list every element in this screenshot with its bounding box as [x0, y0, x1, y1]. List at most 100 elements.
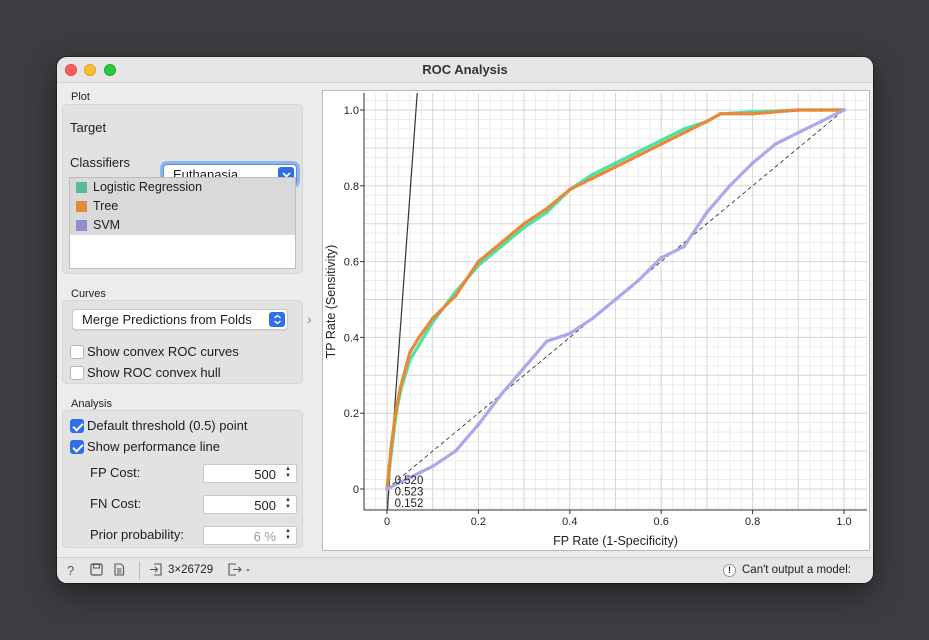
series-point-1: [387, 464, 392, 469]
series-point-1: [590, 176, 595, 181]
series-point-2: [659, 256, 663, 260]
output-value: -: [246, 564, 250, 576]
series-point-2: [819, 119, 823, 124]
warning-text: Can't output a model:: [742, 564, 851, 576]
series-point-2: [796, 130, 801, 135]
series-point-2: [545, 339, 549, 343]
series-point-1: [750, 111, 755, 116]
y-tick-label: 0.4: [344, 332, 359, 344]
list-item[interactable]: Logistic Regression: [70, 178, 295, 197]
x-tick-label: 1.0: [836, 516, 851, 528]
series-point-2: [499, 392, 504, 397]
series-point-0: [636, 149, 641, 154]
roc-analysis-window: ROC Analysis Plot Target Euthanasia Clas…: [57, 57, 873, 583]
series-point-0: [590, 172, 595, 177]
series-point-2: [682, 244, 686, 249]
fn-cost-spinbox[interactable]: 500 ▲ ▼: [203, 495, 297, 514]
y-tick-label: 0: [353, 484, 359, 496]
merge-folds-select[interactable]: Merge Predictions from Folds: [72, 309, 288, 330]
classifier-name: SVM: [93, 218, 121, 232]
save-icon[interactable]: [90, 563, 103, 579]
stepper-arrows-icon[interactable]: ▲ ▼: [285, 528, 291, 541]
report-icon[interactable]: [113, 563, 125, 579]
series-point-1: [408, 350, 412, 355]
series-point-2: [408, 475, 412, 480]
y-tick-label: 1.0: [344, 105, 359, 117]
minimize-window-button[interactable]: [84, 64, 96, 76]
classifier-name: Tree: [93, 199, 119, 213]
series-point-2: [385, 487, 389, 491]
show-convex-curves-label: Show convex ROC curves: [87, 344, 239, 359]
input-icon: [149, 563, 163, 579]
merge-folds-value: Merge Predictions from Folds: [82, 312, 252, 327]
series-point-1: [430, 316, 435, 321]
threshold-label: 0.520: [395, 475, 424, 487]
series-point-2: [636, 278, 641, 283]
classifier-name: Logistic Regression: [93, 180, 203, 194]
y-tick-label: 0.8: [344, 181, 359, 193]
series-point-1: [499, 240, 504, 245]
series-point-1: [659, 142, 663, 146]
series-point-2: [430, 464, 435, 469]
roc-chart[interactable]: 0 0.2 0.4 0.6 0.8 1.000.20.40.60.81.0 0.5200.…: [323, 91, 869, 550]
title-bar: ROC Analysis: [57, 57, 873, 83]
threshold-label: 0.523: [395, 487, 424, 499]
threshold-label: 0.152: [395, 498, 424, 510]
color-swatch: [76, 201, 87, 212]
y-axis-label: TP Rate (Sensitivity): [324, 245, 338, 359]
analysis-group: Default threshold (0.5) point Show perfo…: [62, 410, 303, 548]
series-point-2: [453, 449, 458, 453]
close-window-button[interactable]: [65, 64, 77, 76]
show-convex-curves-checkbox[interactable]: [70, 345, 84, 359]
warning-icon: !: [723, 564, 736, 577]
show-convex-hull-checkbox[interactable]: [70, 366, 84, 380]
target-label: Target: [70, 120, 107, 135]
prior-probability-spinbox[interactable]: 6 % ▲ ▼: [203, 526, 297, 545]
stepper-arrows-icon[interactable]: ▲ ▼: [285, 497, 291, 510]
plot-group: Target Euthanasia Classifiers Logistic R…: [62, 104, 303, 274]
chevron-right-icon[interactable]: ›: [307, 311, 312, 327]
series-point-0: [522, 225, 526, 230]
series-point-2: [522, 365, 526, 370]
show-perf-line-checkbox[interactable]: [70, 440, 84, 454]
series-point-1: [417, 335, 421, 340]
series-point-1: [398, 384, 403, 389]
output-icon: [228, 563, 242, 579]
series-point-1: [796, 108, 801, 112]
stepper-arrows-icon[interactable]: ▲ ▼: [285, 466, 291, 479]
fp-cost-spinbox[interactable]: 500 ▲ ▼: [203, 464, 297, 483]
y-tick-label: 0.6: [344, 257, 359, 269]
fn-cost-value: 500: [254, 498, 276, 513]
prior-probability-label: Prior probability:: [90, 527, 184, 542]
series-point-1: [682, 130, 686, 135]
roc-plot-area[interactable]: 0 0.2 0.4 0.6 0.8 1.0 0 0.2 0.4 0.6 0.8 1.0 0.520 0.…: [322, 90, 870, 551]
series-point-2: [750, 161, 755, 165]
data-shape: 3×26729: [168, 564, 214, 576]
show-perf-line-label: Show performance line: [87, 439, 220, 454]
classifiers-list[interactable]: Logistic Regression Tree SVM: [69, 177, 296, 269]
series-point-2: [705, 210, 709, 215]
curves-group: Merge Predictions from Folds Show convex…: [62, 300, 303, 384]
list-item[interactable]: Tree: [70, 197, 295, 216]
fn-cost-label: FN Cost:: [90, 496, 142, 511]
list-item[interactable]: SVM: [70, 216, 295, 235]
zoom-window-button[interactable]: [104, 64, 116, 76]
status-bar: ? 3×26729 - ! Can't output a model:: [57, 557, 873, 583]
x-tick-label: 0.4: [562, 516, 577, 528]
color-swatch: [76, 220, 87, 231]
series-point-2: [590, 316, 595, 321]
chevron-updown-icon: [269, 312, 285, 327]
fp-cost-label: FP Cost:: [90, 465, 141, 480]
window-title: ROC Analysis: [422, 62, 508, 77]
series-point-0: [417, 343, 421, 347]
series-point-2: [842, 108, 846, 112]
x-tick-label: 0.2: [471, 516, 486, 528]
series-point-2: [613, 297, 618, 302]
series-line-1[interactable]: [385, 108, 846, 491]
series-point-1: [636, 153, 641, 158]
help-icon[interactable]: ?: [67, 563, 75, 578]
series-point-1: [389, 441, 394, 446]
series-point-0: [545, 210, 549, 215]
default-threshold-checkbox[interactable]: [70, 419, 84, 433]
y-tick-label: 0.2: [344, 408, 359, 420]
